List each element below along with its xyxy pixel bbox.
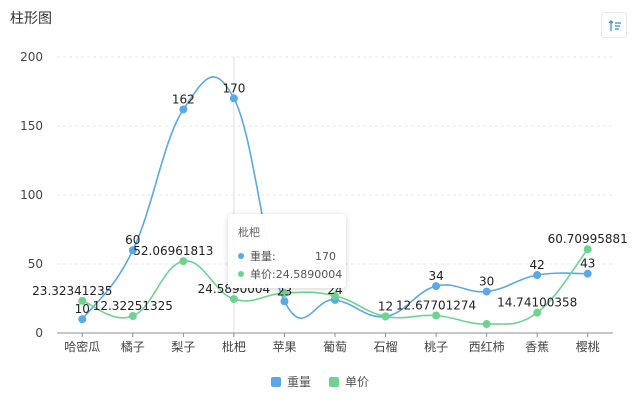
data-point bbox=[128, 311, 137, 320]
tooltip: 枇杷 重量: 170 单价: 24.5890004 bbox=[228, 214, 346, 288]
tooltip-title: 枇杷 bbox=[238, 226, 260, 239]
data-label: 52.06961813 bbox=[133, 244, 213, 258]
y-tick-label: 50 bbox=[28, 257, 43, 271]
x-tick-label: 石榴 bbox=[374, 340, 398, 354]
tooltip-series-value: 170 bbox=[315, 249, 336, 263]
x-tick-label: 西红柿 bbox=[469, 339, 505, 354]
data-label: 10 bbox=[75, 302, 90, 316]
data-label: 43 bbox=[580, 257, 595, 271]
legend-item-price[interactable]: 单价 bbox=[329, 373, 369, 390]
sort-icon bbox=[608, 20, 621, 31]
data-point bbox=[179, 257, 188, 266]
legend-swatch-icon bbox=[329, 376, 339, 387]
tooltip-series-name: 重量: bbox=[250, 250, 276, 263]
legend-item-weight[interactable]: 重量 bbox=[270, 373, 311, 390]
data-point bbox=[583, 269, 592, 278]
x-tick-label: 桃子 bbox=[424, 339, 448, 354]
data-label: 23.32341235 bbox=[32, 284, 112, 298]
data-point bbox=[432, 282, 441, 291]
data-point bbox=[229, 295, 238, 304]
legend-swatch-icon bbox=[270, 376, 281, 387]
data-point bbox=[583, 245, 592, 254]
data-label: 42 bbox=[530, 258, 545, 272]
data-point bbox=[432, 311, 441, 320]
data-point bbox=[280, 288, 289, 297]
x-tick-label: 哈密瓜 bbox=[64, 339, 100, 354]
legend: 重量 单价 bbox=[0, 373, 640, 390]
x-tick-label: 香蕉 bbox=[525, 340, 549, 354]
legend-label: 单价 bbox=[345, 375, 370, 389]
data-point bbox=[381, 312, 390, 321]
data-label: 30 bbox=[479, 275, 494, 289]
data-label: 12.67701274 bbox=[396, 299, 476, 313]
y-tick-label: 100 bbox=[20, 188, 43, 202]
data-point bbox=[482, 320, 491, 329]
data-point bbox=[533, 308, 542, 317]
data-label: 60 bbox=[125, 233, 140, 247]
y-tick-label: 150 bbox=[20, 119, 43, 133]
x-tick-label: 樱桃 bbox=[576, 339, 600, 354]
legend-label: 重量 bbox=[286, 375, 311, 389]
data-point bbox=[533, 271, 542, 280]
data-label: 162 bbox=[172, 92, 195, 106]
data-point bbox=[78, 296, 87, 305]
x-tick-label: 葡萄 bbox=[323, 340, 347, 354]
data-label: 12.32251325 bbox=[93, 299, 173, 313]
data-point bbox=[229, 94, 238, 103]
y-tick-label: 0 bbox=[35, 326, 43, 340]
series-dot-icon bbox=[238, 271, 244, 277]
x-tick-label: 橘子 bbox=[121, 339, 145, 354]
data-label: 170 bbox=[222, 81, 245, 95]
sort-button[interactable] bbox=[601, 12, 627, 38]
x-tick-label: 枇杷 bbox=[222, 339, 246, 354]
tooltip-series-name: 单价: bbox=[250, 268, 276, 281]
x-tick-label: 梨子 bbox=[171, 340, 195, 354]
data-label: 12 bbox=[378, 299, 393, 313]
data-point bbox=[128, 246, 137, 255]
y-tick-label: 200 bbox=[20, 50, 43, 64]
data-point bbox=[331, 291, 339, 300]
tooltip-row-price: 单价: 24.5890004 bbox=[238, 265, 342, 283]
data-point bbox=[78, 315, 87, 324]
series-dot-icon bbox=[238, 253, 244, 259]
data-point bbox=[482, 287, 491, 296]
data-label: 14.74100358 bbox=[497, 296, 577, 310]
data-label: 34 bbox=[428, 269, 443, 283]
data-point bbox=[179, 105, 188, 114]
tooltip-row-weight: 重量: 170 bbox=[238, 247, 336, 265]
tooltip-series-value: 24.5890004 bbox=[275, 267, 343, 281]
chart-title: 柱形图 bbox=[10, 11, 52, 27]
data-point bbox=[280, 297, 289, 306]
data-label: 60.70995881 bbox=[548, 232, 628, 246]
x-tick-label: 苹果 bbox=[272, 340, 296, 354]
